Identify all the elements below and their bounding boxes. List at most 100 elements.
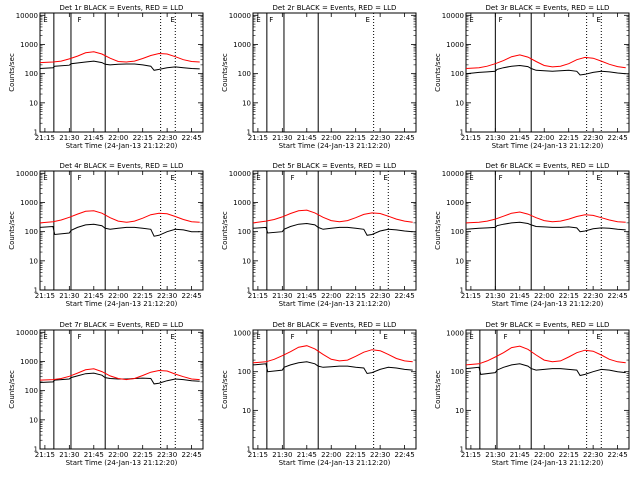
y-axis-label: Counts/sec — [221, 211, 229, 250]
x-tick-label: 22:15 — [559, 292, 579, 300]
y-axis-label: Counts/sec — [434, 53, 442, 92]
x-tick-label: 22:30 — [583, 451, 603, 459]
series-lld-line — [252, 345, 413, 364]
event-marker-label: E — [43, 174, 47, 182]
x-tick-label: 21:30 — [485, 292, 505, 300]
y-tick-label: 100 — [238, 228, 251, 236]
x-tick-label: 21:15 — [248, 451, 268, 459]
y-tick-label: 10 — [455, 99, 464, 107]
series-lld-line — [465, 54, 626, 69]
event-marker-label: E — [469, 16, 473, 24]
y-tick-label: 1 — [247, 446, 251, 454]
y-tick-label: 10 — [242, 257, 251, 265]
event-marker-label: E — [596, 174, 600, 182]
event-marker-label: E — [596, 333, 600, 341]
x-axis-label: Start Time (24-Jan-13 21:12:20) — [492, 459, 604, 467]
event-marker-label: F — [499, 174, 503, 182]
event-marker-label: E — [43, 333, 47, 341]
x-tick-label: 21:30 — [59, 134, 79, 142]
panel-7: Det 7r BLACK = Events, RED = LLD 21:15 21:… — [8, 321, 204, 467]
event-marker-label: F — [503, 333, 507, 341]
x-tick-label: 22:30 — [157, 451, 177, 459]
y-tick-label: 10000 — [16, 329, 38, 337]
y-axis-label: Counts/sec — [221, 53, 229, 92]
plot-frame — [252, 12, 417, 133]
x-tick-label: 21:15 — [35, 292, 55, 300]
y-tick-label: 1000 — [20, 358, 38, 366]
x-tick-label: 22:00 — [534, 292, 554, 300]
panel-title: Det 7r BLACK = Events, RED = LLD — [60, 321, 184, 329]
panel-3: Det 3r BLACK = Events, RED = LLD 21:15 21:… — [434, 4, 630, 150]
x-tick-label: 21:15 — [35, 451, 55, 459]
y-tick-label: 1000 — [233, 330, 251, 338]
panel-title: Det 8r BLACK = Events, RED = LLD — [273, 321, 397, 329]
panel-5: Det 5r BLACK = Events, RED = LLD 21:15 21:… — [221, 162, 417, 308]
x-tick-label: 22:00 — [108, 134, 128, 142]
event-marker-label: E — [596, 16, 600, 24]
x-tick-label: 22:45 — [181, 292, 201, 300]
series-events-line — [465, 221, 626, 233]
series-events-line — [465, 363, 626, 377]
y-tick-label: 10000 — [442, 12, 464, 20]
y-tick-label: 10 — [242, 407, 251, 415]
panel-4: Det 4r BLACK = Events, RED = LLD 21:15 21:… — [8, 162, 204, 308]
x-tick-label: 21:30 — [272, 134, 292, 142]
plot-frame — [39, 170, 204, 291]
x-axis-label: Start Time (24-Jan-13 21:12:20) — [279, 459, 391, 467]
x-tick-label: 22:00 — [321, 134, 341, 142]
x-tick-label: 21:15 — [461, 134, 481, 142]
event-marker-label: F — [499, 16, 503, 24]
x-tick-label: 22:30 — [370, 451, 390, 459]
x-tick-label: 22:15 — [133, 134, 153, 142]
panel-title: Det 9r BLACK = Events, RED = LLD — [486, 321, 610, 329]
x-tick-label: 22:15 — [346, 292, 366, 300]
x-tick-label: 22:15 — [559, 134, 579, 142]
y-tick-label: 10 — [242, 99, 251, 107]
x-tick-label: 22:30 — [583, 292, 603, 300]
y-tick-label: 100 — [451, 70, 464, 78]
event-marker-label: E — [383, 174, 387, 182]
x-axis-label: Start Time (24-Jan-13 21:12:20) — [492, 142, 604, 150]
x-tick-label: 21:30 — [485, 134, 505, 142]
x-tick-label: 22:15 — [346, 451, 366, 459]
x-tick-label: 22:30 — [583, 134, 603, 142]
y-tick-label: 1 — [460, 446, 464, 454]
x-tick-label: 22:30 — [370, 134, 390, 142]
series-lld-line — [252, 209, 413, 224]
x-axis-label: Start Time (24-Jan-13 21:12:20) — [492, 300, 604, 308]
x-tick-label: 22:15 — [133, 451, 153, 459]
y-tick-label: 1 — [247, 287, 251, 295]
y-tick-label: 10 — [29, 416, 38, 424]
x-tick-label: 21:15 — [248, 292, 268, 300]
y-tick-label: 1000 — [20, 199, 38, 207]
event-marker-label: E — [256, 174, 260, 182]
x-tick-label: 21:45 — [84, 292, 104, 300]
y-tick-label: 1000 — [446, 199, 464, 207]
x-tick-label: 21:15 — [461, 292, 481, 300]
series-events-line — [39, 223, 200, 237]
y-tick-label: 10 — [455, 407, 464, 415]
plot-frame — [39, 12, 204, 133]
y-tick-label: 100 — [25, 387, 38, 395]
plot-frame — [39, 329, 204, 450]
y-axis-label: Counts/sec — [221, 370, 229, 409]
x-tick-label: 21:15 — [248, 134, 268, 142]
series-lld-line — [39, 368, 200, 381]
event-marker-label: E — [469, 174, 473, 182]
x-tick-label: 22:45 — [607, 292, 627, 300]
x-tick-label: 22:45 — [394, 134, 414, 142]
y-tick-label: 1000 — [446, 330, 464, 338]
x-tick-label: 22:45 — [394, 451, 414, 459]
y-tick-label: 1 — [34, 287, 38, 295]
x-tick-label: 22:45 — [607, 134, 627, 142]
panel-1: Det 1r BLACK = Events, RED = LLD 21:15 21:… — [8, 4, 204, 150]
y-axis-label: Counts/sec — [434, 370, 442, 409]
panel-title: Det 3r BLACK = Events, RED = LLD — [486, 4, 610, 12]
event-marker-label: F — [77, 333, 81, 341]
y-tick-label: 10 — [29, 99, 38, 107]
y-tick-label: 100 — [25, 228, 38, 236]
event-marker-label: E — [256, 333, 260, 341]
y-tick-label: 10000 — [229, 12, 251, 20]
y-tick-label: 1000 — [233, 199, 251, 207]
x-tick-label: 22:45 — [607, 451, 627, 459]
